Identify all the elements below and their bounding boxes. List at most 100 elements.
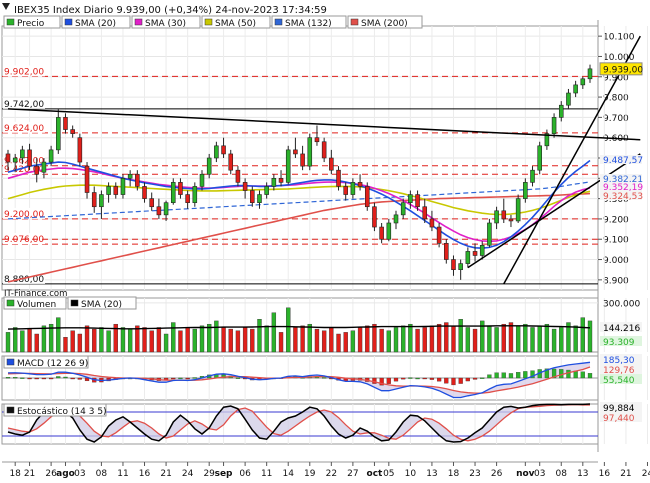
level-label-bg <box>3 154 45 166</box>
macd-histogram-bar <box>587 373 593 379</box>
candle <box>400 198 406 219</box>
x-tick-label: 26 <box>45 469 57 479</box>
volume-bar <box>300 325 305 353</box>
price-tick-label: 10.100 <box>603 33 635 43</box>
x-tick-label: 03 <box>534 469 545 479</box>
candle-body <box>41 161 47 173</box>
volume-bar <box>192 328 197 353</box>
legend-swatch <box>6 358 15 366</box>
candle-body <box>357 182 363 187</box>
candle <box>113 182 119 199</box>
candle <box>56 109 61 154</box>
candle <box>170 178 176 205</box>
candle <box>5 149 11 171</box>
volume-bar <box>436 323 442 353</box>
candle <box>307 133 313 171</box>
candle <box>178 178 183 199</box>
candle <box>149 192 154 211</box>
x-tick-label: 16 <box>139 469 151 479</box>
candle <box>235 166 241 187</box>
sma-value-label: 9.487,57 <box>603 156 643 166</box>
watermark-text: IT-Finance.com <box>4 289 67 299</box>
candle-body <box>458 263 463 270</box>
volume-bar <box>34 333 39 353</box>
sma-value-label: 9.352,19 <box>603 183 643 193</box>
stoch-value-label: 97,440 <box>603 414 635 424</box>
legend-label: SMA (20) <box>75 19 116 29</box>
candle-body <box>127 173 133 179</box>
legend-item-frame <box>201 15 271 29</box>
candle <box>580 76 586 89</box>
candle <box>530 166 535 187</box>
x-tick-label: 21 <box>24 469 35 479</box>
macd-histogram-bar <box>5 377 11 379</box>
x-tick-label: 08 <box>556 469 568 479</box>
macd-histogram-bar <box>84 377 90 382</box>
macd-histogram-bar <box>559 369 564 379</box>
candle-body <box>56 117 61 151</box>
candle <box>214 141 219 163</box>
candle-body <box>465 251 471 264</box>
sma-value-label: 9.382,21 <box>603 175 643 185</box>
x-tick-label: 21 <box>620 469 631 479</box>
legend-label: MACD (12 26 9) <box>17 359 88 369</box>
volume-bar <box>480 320 485 353</box>
macd-histogram-bar <box>551 368 557 379</box>
level-label: 9.624,00 <box>4 124 44 134</box>
candle-body <box>364 186 370 208</box>
candle-body <box>501 210 507 220</box>
candle <box>321 137 327 163</box>
x-tick-label: 22 <box>326 469 337 479</box>
stoch-value-bg <box>600 402 642 412</box>
candle-body <box>451 259 456 270</box>
candle <box>364 182 370 211</box>
volume-bar <box>508 322 514 353</box>
volume-bar <box>250 328 255 353</box>
legend-swatch <box>6 406 15 414</box>
x-tick-label: ago <box>56 469 75 479</box>
volume-bar <box>343 332 348 353</box>
candle <box>41 158 47 179</box>
candle-body <box>444 242 449 260</box>
candle-body <box>508 218 514 222</box>
macd-value-label: 185,30 <box>603 356 635 366</box>
candle <box>379 222 384 244</box>
volume-bar <box>113 323 118 353</box>
candle <box>34 158 40 183</box>
macd-histogram-bar <box>422 377 427 380</box>
dropdown-arrow-icon[interactable] <box>2 3 10 10</box>
macd-histogram-bar <box>48 377 54 380</box>
level-label: 9.420,00 <box>4 165 44 175</box>
legend-item-frame <box>3 403 107 417</box>
volume-value-bg <box>600 322 642 332</box>
volume-bar <box>5 332 11 353</box>
candle <box>436 222 442 248</box>
candle <box>458 259 463 280</box>
volume-value-bg <box>600 336 642 346</box>
macd-histogram-bar <box>171 377 176 380</box>
candle-body <box>149 198 154 208</box>
volume-bar <box>41 325 47 353</box>
legend-label: SMA (132) <box>285 19 332 29</box>
volume-bar <box>401 325 406 353</box>
candle-body <box>278 178 284 183</box>
legend-label: SMA (200) <box>361 19 408 29</box>
x-tick-label: 11 <box>261 469 272 479</box>
candle-body <box>84 165 90 193</box>
macd-histogram-bar <box>178 377 183 380</box>
candle <box>221 137 226 158</box>
x-tick-label: nov <box>516 469 535 479</box>
volume-bar <box>365 325 370 353</box>
volume-bar <box>494 327 499 353</box>
candle-body <box>343 186 348 195</box>
volume-bar <box>544 323 550 353</box>
macd-histogram-bar <box>480 377 485 379</box>
volume-bar <box>214 320 219 353</box>
macd-histogram-bar <box>501 372 506 379</box>
candle-body <box>537 145 542 171</box>
candle <box>422 198 428 223</box>
macd-histogram-bar <box>429 377 435 380</box>
volume-bar <box>135 325 140 353</box>
x-tick-label: 14 <box>282 469 294 479</box>
